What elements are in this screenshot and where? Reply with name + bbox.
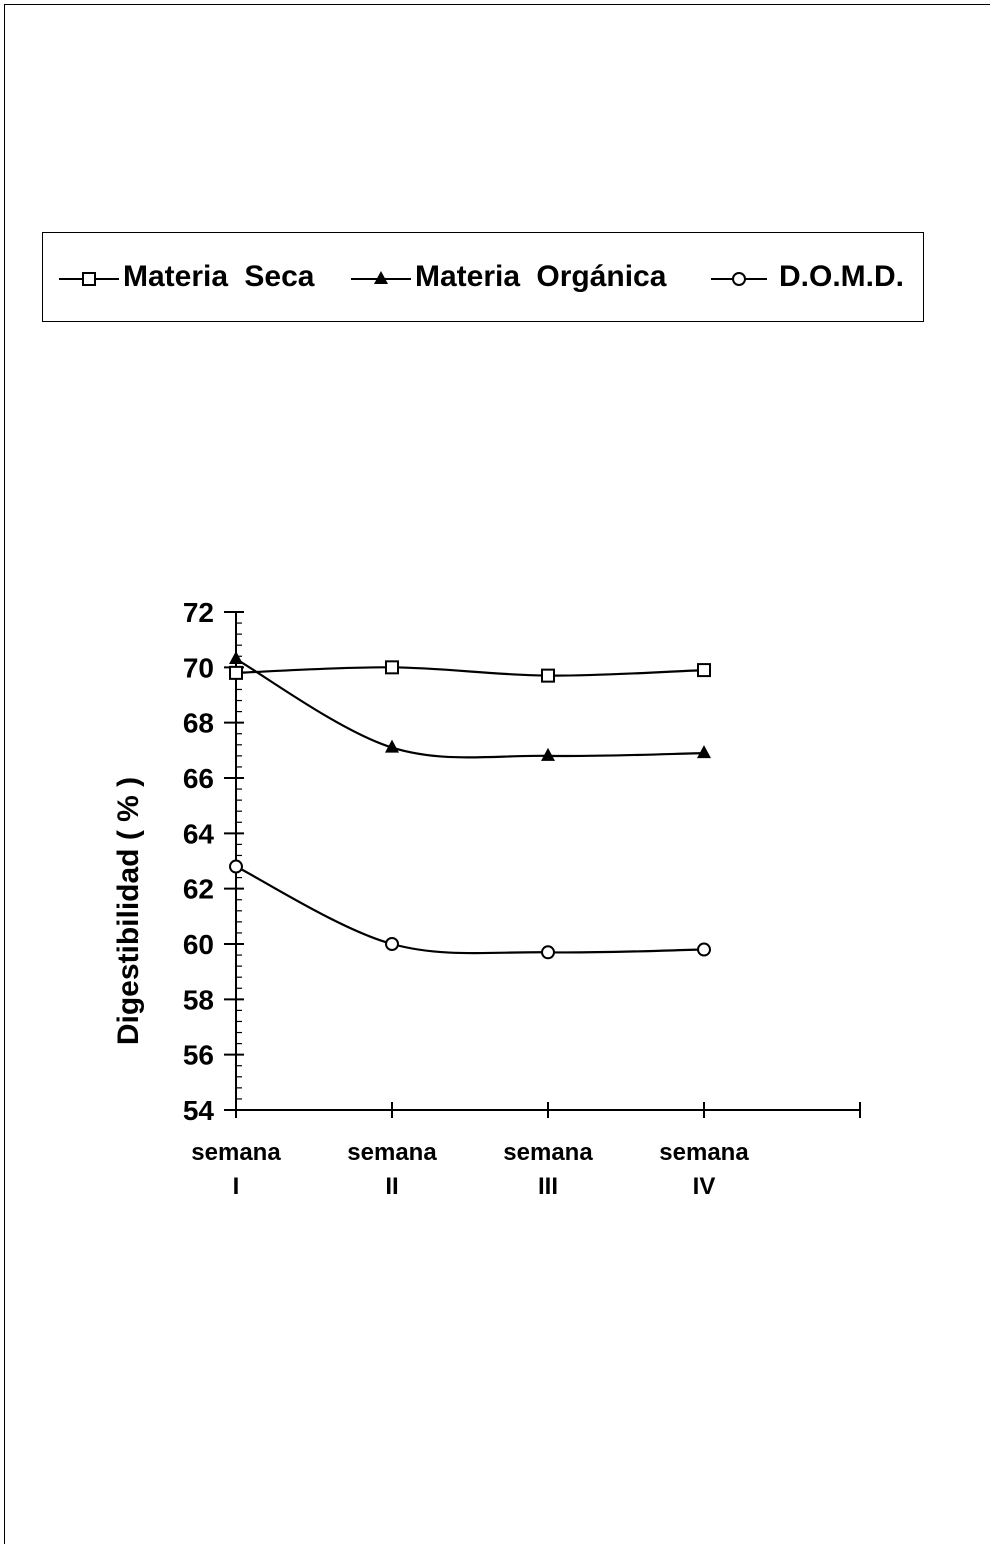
y-tick-label: 64 xyxy=(183,818,215,849)
legend-label-materia-seca: Materia Seca xyxy=(123,260,315,293)
data-point-domd xyxy=(541,945,555,960)
series-line-0 xyxy=(235,666,705,677)
x-category-label: semana xyxy=(503,1139,593,1166)
legend-marker-materia-seca xyxy=(59,272,119,286)
series-line-2 xyxy=(235,865,705,955)
legend-label-domd: D.O.M.D. xyxy=(779,260,904,293)
data-point-materia-organica xyxy=(541,747,555,761)
legend-marker-domd xyxy=(711,272,767,286)
y-tick-label: 62 xyxy=(183,874,214,905)
data-point-domd xyxy=(385,937,399,951)
data-point-domd xyxy=(697,942,711,957)
data-point-materia-seca xyxy=(229,665,243,680)
data-point-domd xyxy=(229,859,243,874)
x-category-label: semana xyxy=(659,1139,749,1166)
y-axis-label: Digestibilidad ( % ) xyxy=(112,777,145,1045)
data-point-materia-seca xyxy=(697,663,711,678)
legend-label-materia-organica: Materia Orgánica xyxy=(415,260,667,293)
x-category-label: I xyxy=(233,1173,240,1200)
y-tick-label: 54 xyxy=(183,1095,215,1126)
y-tick-label: 58 xyxy=(183,984,214,1015)
legend-markers xyxy=(59,271,767,286)
y-tick-label: 72 xyxy=(183,597,214,628)
data-point-materia-seca xyxy=(385,660,399,675)
data-point-materia-seca xyxy=(541,668,555,683)
x-category-label: semana xyxy=(191,1139,281,1166)
data-point-materia-organica xyxy=(697,745,711,759)
chart-legend: Materia Seca Materia Orgánica D.O.M.D. xyxy=(42,232,924,322)
legend-marker-materia-organica xyxy=(351,271,411,284)
y-tick-label: 68 xyxy=(183,708,214,739)
x-category-label: semana xyxy=(347,1139,437,1166)
x-category-label: IV xyxy=(693,1173,716,1200)
y-tick-label: 56 xyxy=(183,1040,214,1071)
x-category-label: II xyxy=(385,1173,398,1200)
x-category-label: III xyxy=(538,1173,558,1200)
data-point-materia-organica xyxy=(385,739,399,753)
series-line-1 xyxy=(235,658,705,759)
y-tick-label: 60 xyxy=(183,929,214,960)
y-tick-label: 66 xyxy=(183,763,214,794)
y-tick-label: 70 xyxy=(183,652,214,683)
page-frame xyxy=(4,4,990,1544)
data-point-materia-organica xyxy=(229,651,243,665)
